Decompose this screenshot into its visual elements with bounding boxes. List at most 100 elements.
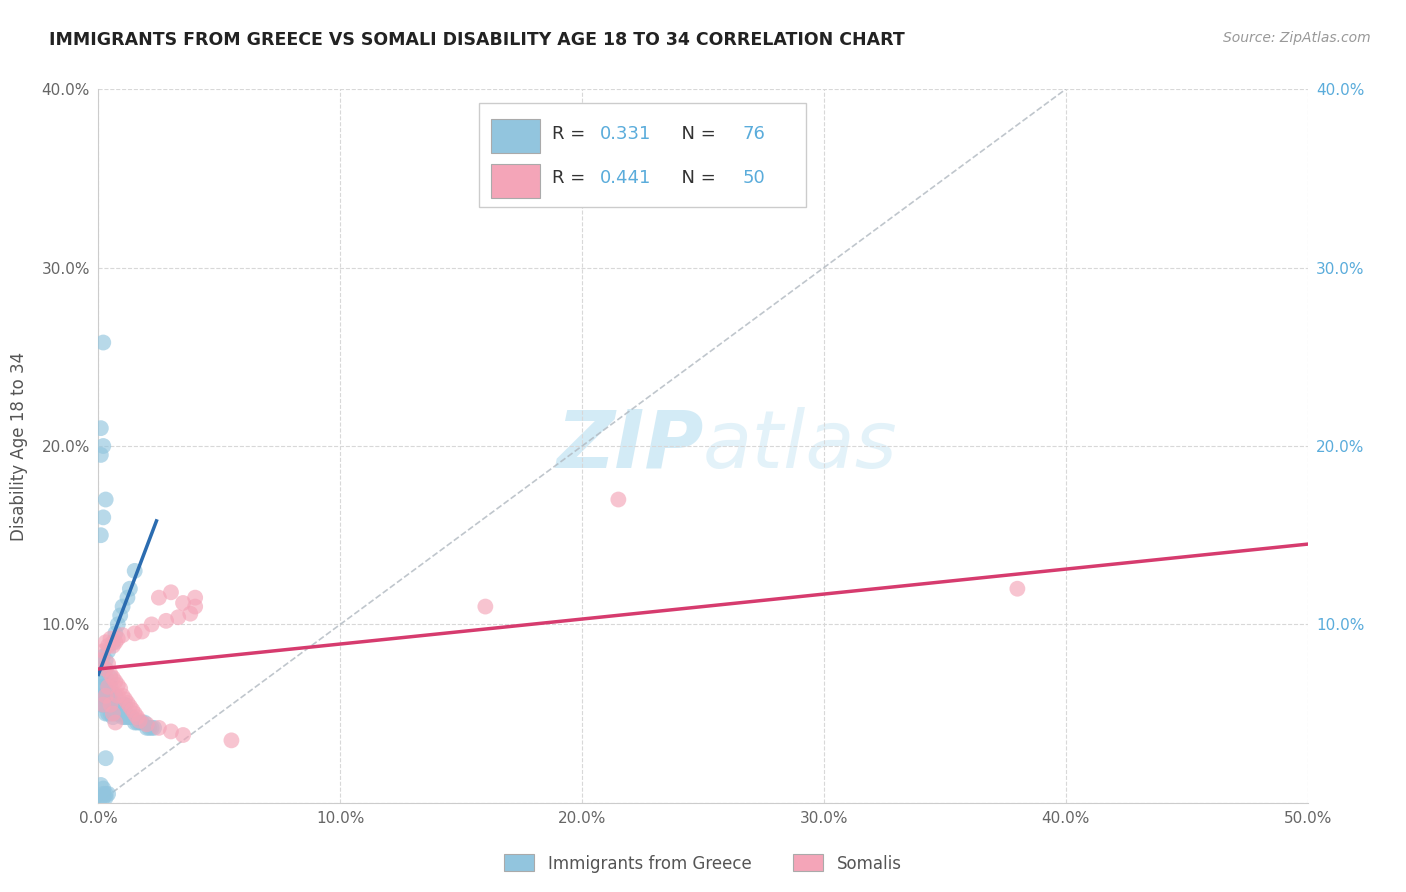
- Point: [172, 728, 194, 742]
- Point: [90, 680, 112, 694]
- Point: [184, 591, 207, 605]
- Point: [124, 706, 146, 721]
- Point: [91, 698, 114, 712]
- Point: [101, 671, 124, 685]
- Point: [114, 692, 136, 706]
- Point: [91, 790, 114, 805]
- Point: [135, 721, 157, 735]
- Point: [91, 649, 114, 664]
- Text: atlas: atlas: [703, 407, 898, 485]
- Point: [101, 635, 124, 649]
- Point: [94, 653, 117, 667]
- Point: [160, 585, 183, 599]
- Point: [91, 781, 114, 796]
- Point: [128, 714, 150, 728]
- Point: [91, 689, 114, 703]
- Point: [94, 751, 117, 765]
- Point: [90, 698, 112, 712]
- Point: [184, 599, 207, 614]
- Text: 50: 50: [742, 169, 766, 187]
- Point: [607, 492, 630, 507]
- Point: [167, 610, 190, 624]
- Point: [100, 698, 122, 712]
- Point: [128, 715, 150, 730]
- Point: [118, 699, 141, 714]
- Point: [91, 680, 114, 694]
- Point: [100, 706, 122, 721]
- Point: [94, 492, 117, 507]
- Y-axis label: Disability Age 18 to 34: Disability Age 18 to 34: [10, 351, 28, 541]
- Point: [100, 671, 122, 685]
- Point: [91, 439, 114, 453]
- Point: [104, 635, 127, 649]
- Point: [117, 591, 139, 605]
- Point: [107, 689, 129, 703]
- Point: [97, 680, 120, 694]
- Point: [107, 632, 129, 646]
- Point: [141, 721, 163, 735]
- Point: [108, 706, 131, 721]
- Point: [100, 680, 122, 694]
- Point: [101, 706, 124, 721]
- Point: [107, 617, 129, 632]
- Point: [97, 698, 120, 712]
- Point: [90, 421, 112, 435]
- Point: [108, 681, 131, 696]
- Point: [221, 733, 243, 747]
- Point: [100, 632, 122, 646]
- Point: [104, 674, 127, 689]
- Point: [94, 662, 117, 676]
- Point: [160, 724, 183, 739]
- Point: [97, 787, 120, 801]
- Point: [90, 667, 112, 681]
- Point: [179, 607, 201, 621]
- Point: [101, 710, 124, 724]
- Point: [127, 715, 149, 730]
- Point: [111, 689, 134, 703]
- Point: [94, 790, 117, 805]
- Text: R =: R =: [551, 125, 591, 143]
- Point: [90, 653, 112, 667]
- Point: [111, 599, 134, 614]
- Legend: Immigrants from Greece, Somalis: Immigrants from Greece, Somalis: [498, 847, 908, 880]
- Point: [127, 710, 149, 724]
- Point: [124, 715, 146, 730]
- Text: 0.331: 0.331: [600, 125, 651, 143]
- Point: [121, 710, 143, 724]
- Point: [104, 689, 127, 703]
- Point: [104, 706, 127, 721]
- Point: [118, 582, 141, 596]
- Point: [90, 790, 112, 805]
- Point: [172, 596, 194, 610]
- FancyBboxPatch shape: [492, 164, 540, 198]
- Point: [111, 628, 134, 642]
- Point: [91, 644, 114, 658]
- Point: [143, 721, 166, 735]
- Point: [124, 626, 146, 640]
- Point: [1007, 582, 1029, 596]
- Text: 76: 76: [742, 125, 766, 143]
- Point: [155, 614, 177, 628]
- Text: N =: N =: [671, 169, 721, 187]
- Text: R =: R =: [551, 169, 591, 187]
- Point: [90, 528, 112, 542]
- Point: [117, 696, 139, 710]
- Point: [97, 680, 120, 694]
- Point: [148, 591, 170, 605]
- Point: [104, 715, 127, 730]
- Point: [118, 710, 141, 724]
- Point: [135, 717, 157, 731]
- Point: [108, 608, 131, 623]
- Point: [91, 671, 114, 685]
- Point: [114, 710, 136, 724]
- Point: [91, 335, 114, 350]
- Point: [134, 715, 156, 730]
- Point: [94, 662, 117, 676]
- Point: [104, 626, 127, 640]
- Point: [94, 689, 117, 703]
- Point: [100, 689, 122, 703]
- Point: [94, 671, 117, 685]
- Point: [97, 706, 120, 721]
- Point: [107, 698, 129, 712]
- Point: [91, 662, 114, 676]
